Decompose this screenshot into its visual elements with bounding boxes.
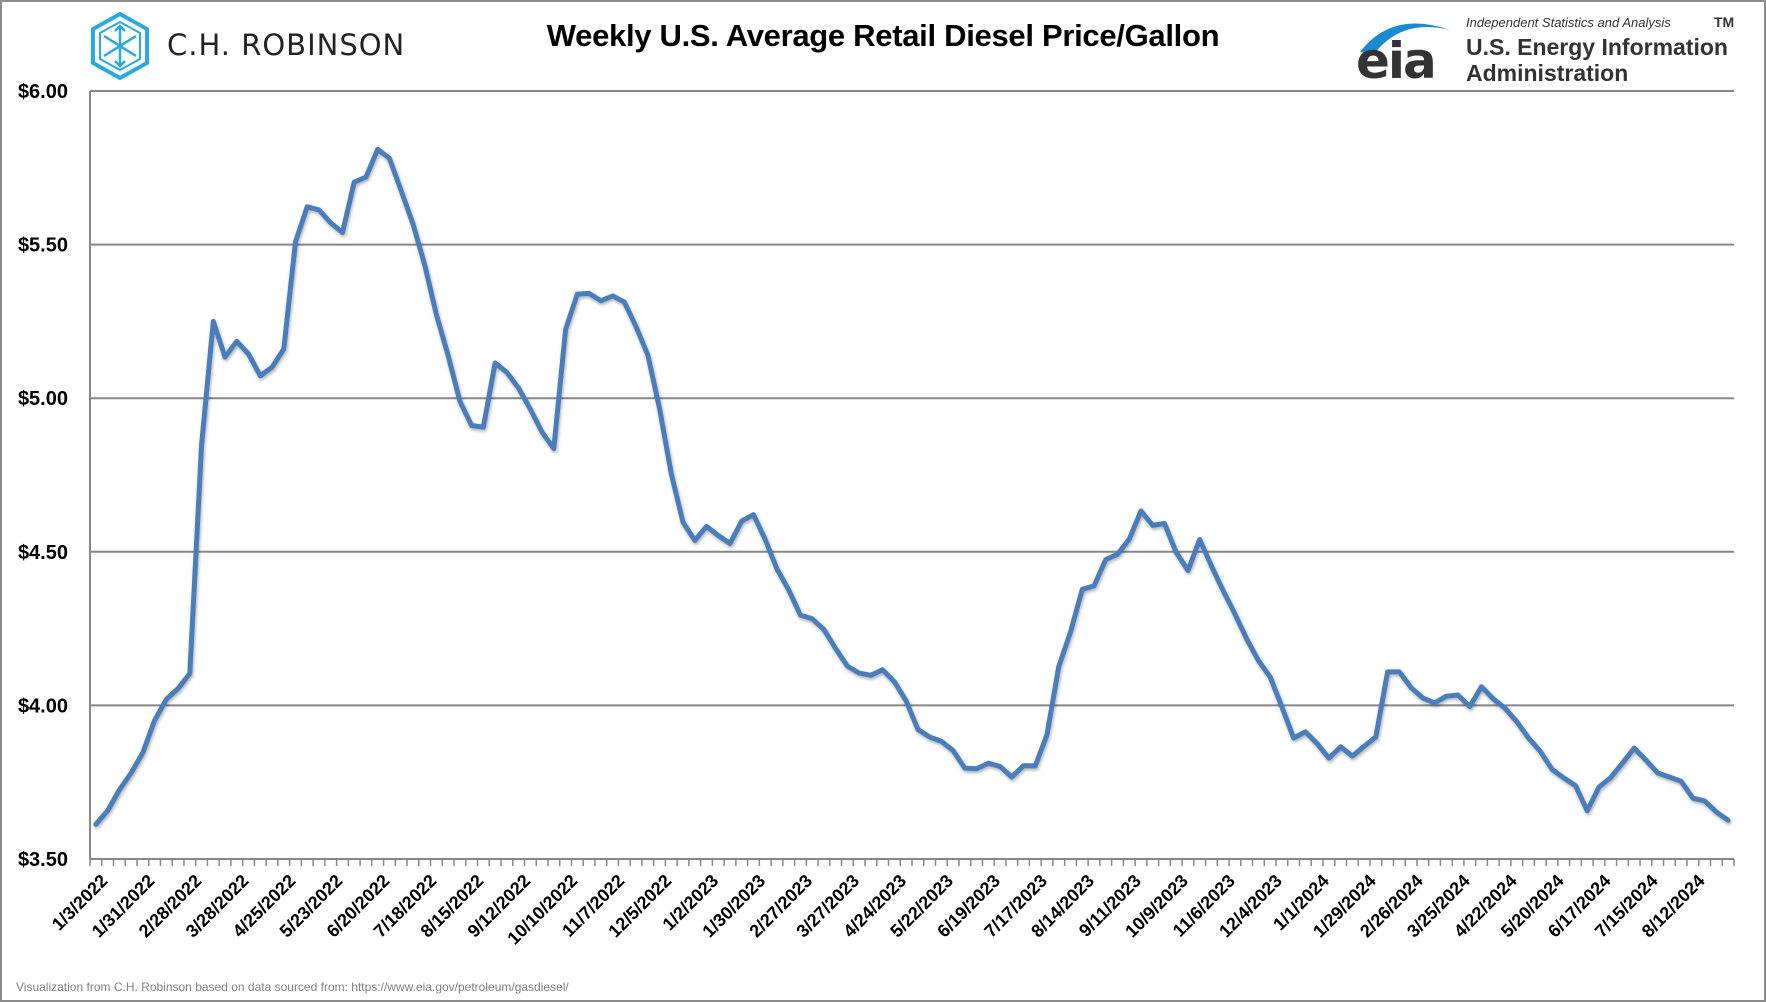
eia-wordmark: eia [1356, 32, 1437, 90]
ch-robinson-name: C.H. ROBINSON [167, 28, 406, 62]
series-line-diesel-price [93, 146, 1731, 827]
eia-name-line2: Administration [1466, 60, 1629, 86]
ch-robinson-logo: C.H. ROBINSON [90, 12, 410, 82]
y-tick-label: $3.50 [18, 849, 68, 871]
eia-tagline: Independent Statistics and Analysis [1466, 15, 1671, 30]
y-tick-label: $4.00 [18, 695, 68, 717]
chart-title: Weekly U.S. Average Retail Diesel Price/… [546, 18, 1220, 53]
hexagon-arrows-icon [91, 12, 149, 80]
eia-trademark: TM [1714, 14, 1735, 30]
y-tick-label: $5.00 [18, 388, 68, 410]
eia-name-line1: U.S. Energy Information [1466, 34, 1728, 60]
source-footnote: Visualization from C.H. Robinson based o… [16, 980, 569, 994]
y-tick-label: $4.50 [18, 542, 68, 564]
y-tick-label: $6.00 [18, 81, 68, 103]
eia-arc-icon [1360, 23, 1450, 54]
eia-logo: eia Independent Statistics and Analysis … [1352, 12, 1762, 90]
y-tick-label: $5.50 [18, 235, 68, 257]
